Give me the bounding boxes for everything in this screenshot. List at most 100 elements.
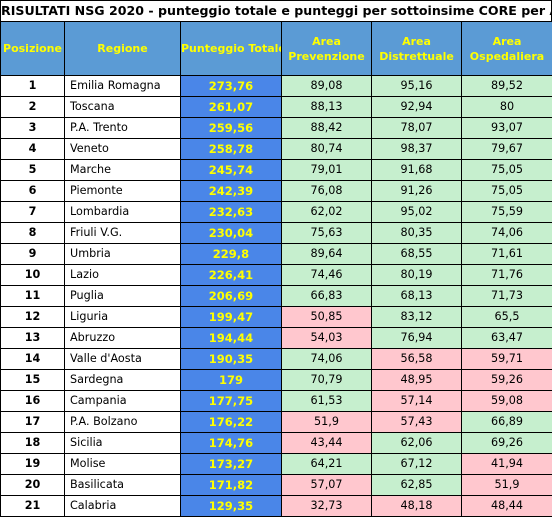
cell-area-prevenzione[interactable]: 61,53	[281, 390, 372, 412]
cell-area-distrettuale[interactable]: 83,12	[371, 306, 462, 328]
cell-posizione[interactable]: 3	[0, 117, 65, 139]
cell-area-prevenzione[interactable]: 43,44	[281, 432, 372, 454]
cell-regione[interactable]: Veneto	[64, 138, 181, 160]
cell-punteggio-totale[interactable]: 232,63	[180, 201, 282, 223]
cell-area-ospedaliera[interactable]: 51,9	[461, 474, 552, 496]
cell-posizione[interactable]: 20	[0, 474, 65, 496]
cell-punteggio-totale[interactable]: 259,56	[180, 117, 282, 139]
cell-punteggio-totale[interactable]: 199,47	[180, 306, 282, 328]
cell-area-distrettuale[interactable]: 95,16	[371, 75, 462, 97]
header-area-ospedaliera[interactable]: Area Ospedaliera	[461, 21, 552, 76]
cell-posizione[interactable]: 12	[0, 306, 65, 328]
cell-area-distrettuale[interactable]: 68,55	[371, 243, 462, 265]
cell-posizione[interactable]: 15	[0, 369, 65, 391]
cell-area-ospedaliera[interactable]: 59,26	[461, 369, 552, 391]
cell-area-distrettuale[interactable]: 91,68	[371, 159, 462, 181]
cell-regione[interactable]: Toscana	[64, 96, 181, 118]
cell-posizione[interactable]: 10	[0, 264, 65, 286]
cell-area-ospedaliera[interactable]: 89,52	[461, 75, 552, 97]
cell-punteggio-totale[interactable]: 229,8	[180, 243, 282, 265]
cell-area-distrettuale[interactable]: 78,07	[371, 117, 462, 139]
cell-punteggio-totale[interactable]: 273,76	[180, 75, 282, 97]
header-posizione[interactable]: Posizione	[0, 21, 65, 76]
cell-punteggio-totale[interactable]: 206,69	[180, 285, 282, 307]
cell-area-prevenzione[interactable]: 54,03	[281, 327, 372, 349]
cell-regione[interactable]: Piemonte	[64, 180, 181, 202]
cell-punteggio-totale[interactable]: 179	[180, 369, 282, 391]
cell-punteggio-totale[interactable]: 261,07	[180, 96, 282, 118]
cell-punteggio-totale[interactable]: 173,27	[180, 453, 282, 475]
cell-area-distrettuale[interactable]: 91,26	[371, 180, 462, 202]
cell-area-distrettuale[interactable]: 57,14	[371, 390, 462, 412]
cell-punteggio-totale[interactable]: 242,39	[180, 180, 282, 202]
cell-area-prevenzione[interactable]: 89,64	[281, 243, 372, 265]
cell-punteggio-totale[interactable]: 194,44	[180, 327, 282, 349]
cell-area-distrettuale[interactable]: 80,35	[371, 222, 462, 244]
cell-regione[interactable]: Molise	[64, 453, 181, 475]
cell-punteggio-totale[interactable]: 177,75	[180, 390, 282, 412]
cell-punteggio-totale[interactable]: 176,22	[180, 411, 282, 433]
cell-area-prevenzione[interactable]: 88,42	[281, 117, 372, 139]
header-regione[interactable]: Regione	[64, 21, 181, 76]
cell-posizione[interactable]: 18	[0, 432, 65, 454]
cell-regione[interactable]: Emilia Romagna	[64, 75, 181, 97]
cell-area-distrettuale[interactable]: 57,43	[371, 411, 462, 433]
cell-area-prevenzione[interactable]: 80,74	[281, 138, 372, 160]
cell-area-distrettuale[interactable]: 48,95	[371, 369, 462, 391]
cell-area-prevenzione[interactable]: 66,83	[281, 285, 372, 307]
cell-area-ospedaliera[interactable]: 75,05	[461, 159, 552, 181]
cell-area-ospedaliera[interactable]: 71,73	[461, 285, 552, 307]
cell-area-ospedaliera[interactable]: 66,89	[461, 411, 552, 433]
cell-area-distrettuale[interactable]: 62,06	[371, 432, 462, 454]
cell-area-ospedaliera[interactable]: 79,67	[461, 138, 552, 160]
header-area-prevenzione[interactable]: Area Prevenzione	[281, 21, 372, 76]
cell-area-ospedaliera[interactable]: 75,05	[461, 180, 552, 202]
cell-area-distrettuale[interactable]: 67,12	[371, 453, 462, 475]
cell-area-ospedaliera[interactable]: 59,71	[461, 348, 552, 370]
cell-area-distrettuale[interactable]: 48,18	[371, 495, 462, 517]
cell-area-ospedaliera[interactable]: 74,06	[461, 222, 552, 244]
cell-punteggio-totale[interactable]: 226,41	[180, 264, 282, 286]
cell-punteggio-totale[interactable]: 230,04	[180, 222, 282, 244]
cell-punteggio-totale[interactable]: 258,78	[180, 138, 282, 160]
cell-area-distrettuale[interactable]: 62,85	[371, 474, 462, 496]
cell-posizione[interactable]: 17	[0, 411, 65, 433]
cell-regione[interactable]: Umbria	[64, 243, 181, 265]
cell-area-prevenzione[interactable]: 57,07	[281, 474, 372, 496]
cell-area-ospedaliera[interactable]: 69,26	[461, 432, 552, 454]
cell-regione[interactable]: Sicilia	[64, 432, 181, 454]
header-area-distrettuale[interactable]: Area Distrettuale	[371, 21, 462, 76]
cell-punteggio-totale[interactable]: 171,82	[180, 474, 282, 496]
cell-posizione[interactable]: 11	[0, 285, 65, 307]
cell-area-distrettuale[interactable]: 95,02	[371, 201, 462, 223]
cell-posizione[interactable]: 8	[0, 222, 65, 244]
cell-area-ospedaliera[interactable]: 71,76	[461, 264, 552, 286]
cell-regione[interactable]: Lombardia	[64, 201, 181, 223]
cell-area-distrettuale[interactable]: 68,13	[371, 285, 462, 307]
cell-area-prevenzione[interactable]: 74,06	[281, 348, 372, 370]
cell-regione[interactable]: Campania	[64, 390, 181, 412]
cell-area-ospedaliera[interactable]: 63,47	[461, 327, 552, 349]
cell-regione[interactable]: Calabria	[64, 495, 181, 517]
cell-area-distrettuale[interactable]: 80,19	[371, 264, 462, 286]
cell-area-prevenzione[interactable]: 70,79	[281, 369, 372, 391]
cell-punteggio-totale[interactable]: 190,35	[180, 348, 282, 370]
cell-posizione[interactable]: 5	[0, 159, 65, 181]
cell-posizione[interactable]: 16	[0, 390, 65, 412]
cell-area-prevenzione[interactable]: 75,63	[281, 222, 372, 244]
cell-posizione[interactable]: 7	[0, 201, 65, 223]
cell-area-ospedaliera[interactable]: 65,5	[461, 306, 552, 328]
cell-posizione[interactable]: 9	[0, 243, 65, 265]
cell-area-prevenzione[interactable]: 64,21	[281, 453, 372, 475]
cell-regione[interactable]: Sardegna	[64, 369, 181, 391]
cell-area-ospedaliera[interactable]: 41,94	[461, 453, 552, 475]
cell-posizione[interactable]: 1	[0, 75, 65, 97]
cell-regione[interactable]: Puglia	[64, 285, 181, 307]
cell-area-ospedaliera[interactable]: 75,59	[461, 201, 552, 223]
cell-posizione[interactable]: 2	[0, 96, 65, 118]
cell-regione[interactable]: Liguria	[64, 306, 181, 328]
cell-area-distrettuale[interactable]: 56,58	[371, 348, 462, 370]
cell-area-prevenzione[interactable]: 51,9	[281, 411, 372, 433]
cell-punteggio-totale[interactable]: 245,74	[180, 159, 282, 181]
cell-punteggio-totale[interactable]: 129,35	[180, 495, 282, 517]
